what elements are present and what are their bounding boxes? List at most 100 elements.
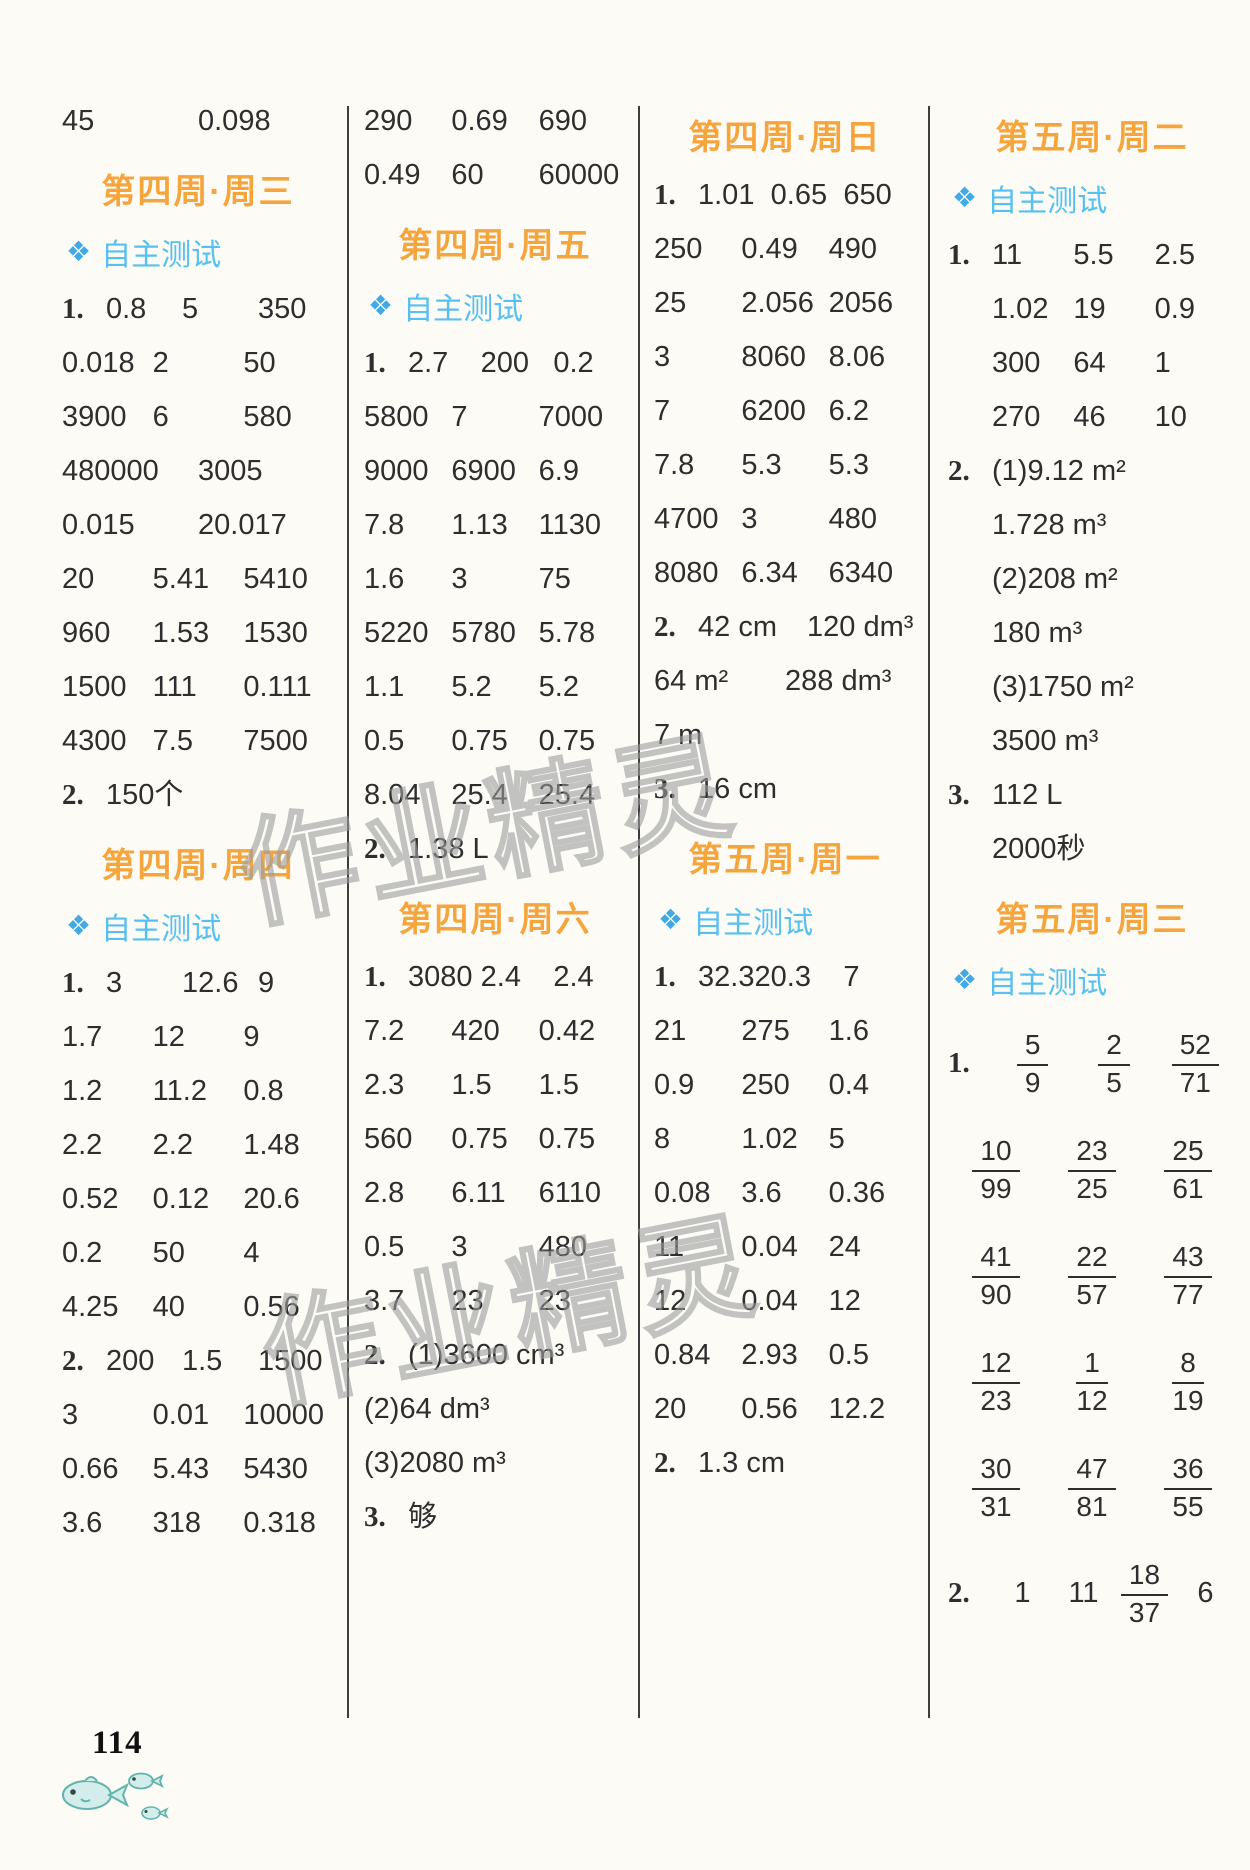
item-number: 3.	[654, 773, 676, 806]
answer-value: 12	[828, 1285, 861, 1318]
answer-row: (2)208 m²	[948, 553, 1236, 607]
answer-value: 25 61	[1140, 1135, 1236, 1205]
answer-value: 1.53	[152, 617, 210, 650]
fraction-numerator: 2	[1098, 1029, 1130, 1066]
answer-value: 5.5	[1073, 239, 1114, 272]
item-number: 2.	[654, 611, 676, 644]
answer-value: 1.6	[364, 563, 405, 596]
answer-row: 1.2 11.2 0.8	[62, 1065, 334, 1119]
answer-value: 12	[654, 1285, 687, 1318]
answer-value: 52 71	[1155, 1029, 1236, 1099]
answer-value: 1.2	[62, 1075, 103, 1108]
answer-value: 0.75	[451, 1123, 508, 1156]
answer-value: 22 57	[1044, 1241, 1140, 1311]
item-number: 1.	[654, 961, 676, 994]
answer-value: 350	[258, 293, 307, 326]
fraction-numerator: 25	[1164, 1135, 1212, 1172]
answer-row: 1. 5 9 2 5 52 71	[948, 1011, 1236, 1117]
diamond-cluster-icon: ❖	[952, 182, 978, 213]
answer-value: 9	[243, 1021, 260, 1054]
answer-value: 3900	[62, 401, 127, 434]
answer-value: 1530	[243, 617, 308, 650]
answer-value: 5	[828, 1123, 845, 1156]
answer-value: 2	[152, 347, 169, 380]
answer-value: 12.6	[182, 967, 239, 1000]
answer-value: 300	[992, 347, 1041, 380]
fraction-value: 47 81	[1068, 1453, 1116, 1523]
answer-value: 0.75	[538, 725, 596, 758]
answer-row: 1. 2.7 200 0.2	[364, 337, 626, 391]
answer-row: 480000 3005	[62, 445, 334, 499]
answer-value: 2.056	[741, 287, 814, 320]
answer-value: 1.02	[992, 293, 1049, 326]
answer-value: 420	[451, 1015, 500, 1048]
answer-value: 180 m³	[992, 617, 1083, 650]
fraction-numerator: 8	[1172, 1347, 1204, 1384]
answer-value: 0.36	[828, 1177, 886, 1210]
answer-value: 5430	[243, 1453, 308, 1486]
answer-row: 64 m² 288 dm³	[654, 655, 916, 709]
answer-value: 2.8	[364, 1177, 405, 1210]
answer-value: 0.52	[62, 1183, 119, 1216]
answer-value: 0.75	[538, 1123, 596, 1156]
section-header: 第五周·周一	[688, 840, 882, 879]
fraction-denominator: 61	[1172, 1173, 1204, 1204]
answer-value: 4300	[62, 725, 127, 758]
fraction-denominator: 5	[1106, 1067, 1122, 1098]
answer-value: 3	[654, 341, 671, 374]
answer-value: 318	[152, 1507, 202, 1540]
answer-value: 18 37	[1114, 1559, 1175, 1629]
answer-value: 120 dm³	[807, 611, 914, 644]
answer-value: 20	[654, 1393, 687, 1426]
answer-row: 4300 7.5 7500	[62, 715, 334, 769]
self-test-label: ❖ 自主测试	[948, 951, 1236, 1009]
answer-row: 1500 111 0.111	[62, 661, 334, 715]
answer-value: 够	[408, 1501, 438, 1534]
item-number: 1.	[948, 239, 970, 272]
page-number: 114	[92, 1725, 143, 1761]
fraction-denominator: 31	[980, 1491, 1012, 1522]
diamond-cluster-icon: ❖	[66, 910, 92, 941]
answer-value: 24	[828, 1231, 861, 1264]
answer-row: 7.8 5.3 5.3	[654, 439, 916, 493]
answer-value: 42 cm	[698, 611, 777, 644]
answer-value: 2.4	[480, 961, 521, 994]
answer-row: 2.3 1.5 1.5	[364, 1059, 626, 1113]
answer-row: 4.25 40 0.56	[62, 1281, 334, 1335]
answer-value: 0.56	[741, 1393, 798, 1426]
fraction-denominator: 81	[1076, 1491, 1108, 1522]
answer-value: 480000	[62, 455, 159, 488]
answer-value: 3.6	[741, 1177, 782, 1210]
item-number: 2.	[948, 1577, 970, 1610]
fish-icon	[55, 1765, 175, 1836]
answer-value: 960	[62, 617, 111, 650]
answer-value: 0.69	[451, 105, 508, 138]
answer-value: 5.2	[451, 671, 492, 704]
answer-value: 3.6	[62, 1507, 103, 1540]
answer-row: 8.04 25.4 25.4	[364, 769, 626, 823]
answer-value: 41 90	[948, 1241, 1044, 1311]
answer-value: 43 77	[1140, 1241, 1236, 1311]
answer-row: 7 6200 6.2	[654, 385, 916, 439]
answer-value: 5.78	[538, 617, 596, 650]
answer-value: 5.41	[152, 563, 210, 596]
answer-value: 64 m²	[654, 665, 729, 698]
answer-value: 1.01	[698, 179, 755, 212]
answer-value: 47 81	[1044, 1453, 1140, 1523]
answer-value: 690	[538, 105, 588, 138]
answer-row: 7.8 1.13 1130	[364, 499, 626, 553]
answer-row: 30 31 47 81 36 55	[948, 1435, 1236, 1541]
answer-value: 5.43	[152, 1453, 210, 1486]
fraction-value: 12 23	[972, 1347, 1020, 1417]
fraction-value: 25 61	[1164, 1135, 1212, 1205]
answer-value: 1 12	[1044, 1347, 1140, 1417]
column-divider-1	[347, 106, 349, 1718]
answer-row: 12 23 1 12 8 19	[948, 1329, 1236, 1435]
fraction-denominator: 23	[980, 1385, 1012, 1416]
answer-value: 5	[182, 293, 199, 326]
answer-value: 3005	[198, 455, 263, 488]
answer-value: 20.6	[243, 1183, 300, 1216]
